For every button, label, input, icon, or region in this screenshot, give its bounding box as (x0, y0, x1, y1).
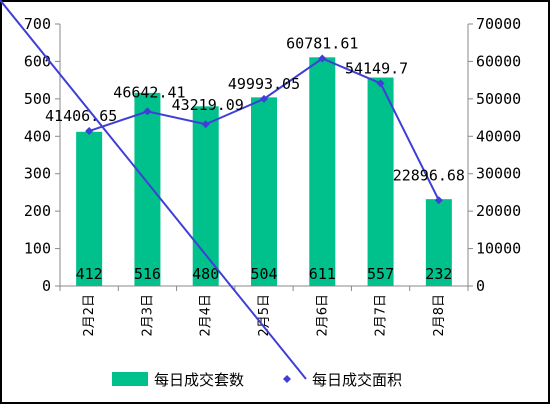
bar (76, 131, 103, 286)
bar-value-label: 516 (134, 265, 161, 283)
right-tick-label: 30000 (476, 165, 521, 183)
bar (425, 199, 452, 286)
line-value-label: 22896.68 (393, 166, 465, 184)
left-tick-label: 100 (24, 240, 51, 258)
left-tick-label: 0 (42, 277, 51, 295)
category-label: 2月2日 (82, 294, 97, 337)
bar (251, 97, 277, 286)
line-point (434, 196, 443, 205)
line-point (143, 107, 152, 116)
legend-line-marker (283, 375, 291, 383)
left-tick-label: 500 (24, 90, 51, 108)
line-point (260, 94, 268, 103)
bar-value-label: 557 (367, 265, 394, 283)
line-point (318, 54, 327, 63)
line-value-label: 43219.09 (172, 96, 244, 114)
right-tick-label: 10000 (476, 240, 521, 258)
legend-bar-swatch (112, 372, 148, 386)
right-tick-label: 0 (476, 277, 485, 295)
bar-value-label: 480 (192, 265, 219, 283)
line-point (376, 79, 385, 88)
legend-line-label: 每日成交面积 (312, 371, 402, 389)
left-tick-label: 600 (24, 52, 51, 70)
left-tick-label: 700 (24, 15, 51, 33)
line-value-label: 60781.61 (286, 35, 358, 53)
legend: 每日成交套数 每日成交面积 (0, 0, 402, 389)
bar (367, 77, 394, 286)
category-label: 2月7日 (374, 294, 389, 337)
bar-value-label: 232 (425, 265, 452, 283)
right-tick-label: 50000 (476, 90, 521, 108)
category-label: 2月5日 (257, 294, 272, 337)
line-point (85, 127, 94, 136)
axes: 0 100 200 300 400 500 600 700 0 10000 20000 30000 40… (24, 15, 521, 295)
bar (309, 57, 336, 286)
line-series (85, 54, 443, 205)
category-label: 2月4日 (199, 294, 214, 337)
bar (192, 106, 219, 286)
bar-data-labels: 412 516 480 504 611 557 232 (76, 265, 453, 283)
line-point (201, 120, 210, 129)
right-tick-label: 20000 (476, 202, 521, 220)
left-tick-label: 400 (24, 127, 51, 145)
bar-value-label: 412 (76, 265, 103, 283)
left-tick-label: 200 (24, 202, 51, 220)
category-label: 2月3日 (140, 294, 155, 337)
right-tick-label: 40000 (476, 127, 521, 145)
line-value-label: 54149.7 (345, 59, 408, 77)
category-labels: 2月2日 2月3日 2月4日 2月5日 2月6日 2月7日 2月8日 (82, 294, 447, 337)
left-tick-label: 300 (24, 165, 51, 183)
line-value-label: 49993.05 (228, 75, 300, 93)
bar (134, 92, 161, 287)
right-tick-label: 60000 (476, 52, 521, 70)
bar-value-label: 504 (250, 265, 277, 283)
right-tick-label: 70000 (476, 15, 521, 33)
legend-line-swatch (0, 0, 307, 380)
legend-bar-label: 每日成交套数 (154, 371, 244, 389)
line-value-label: 46642.41 (113, 83, 185, 101)
bar-series (76, 57, 452, 287)
category-label: 2月6日 (315, 294, 330, 337)
category-label: 2月8日 (432, 294, 447, 337)
line-value-label: 41406.65 (45, 107, 117, 125)
bar-value-label: 611 (309, 265, 336, 283)
